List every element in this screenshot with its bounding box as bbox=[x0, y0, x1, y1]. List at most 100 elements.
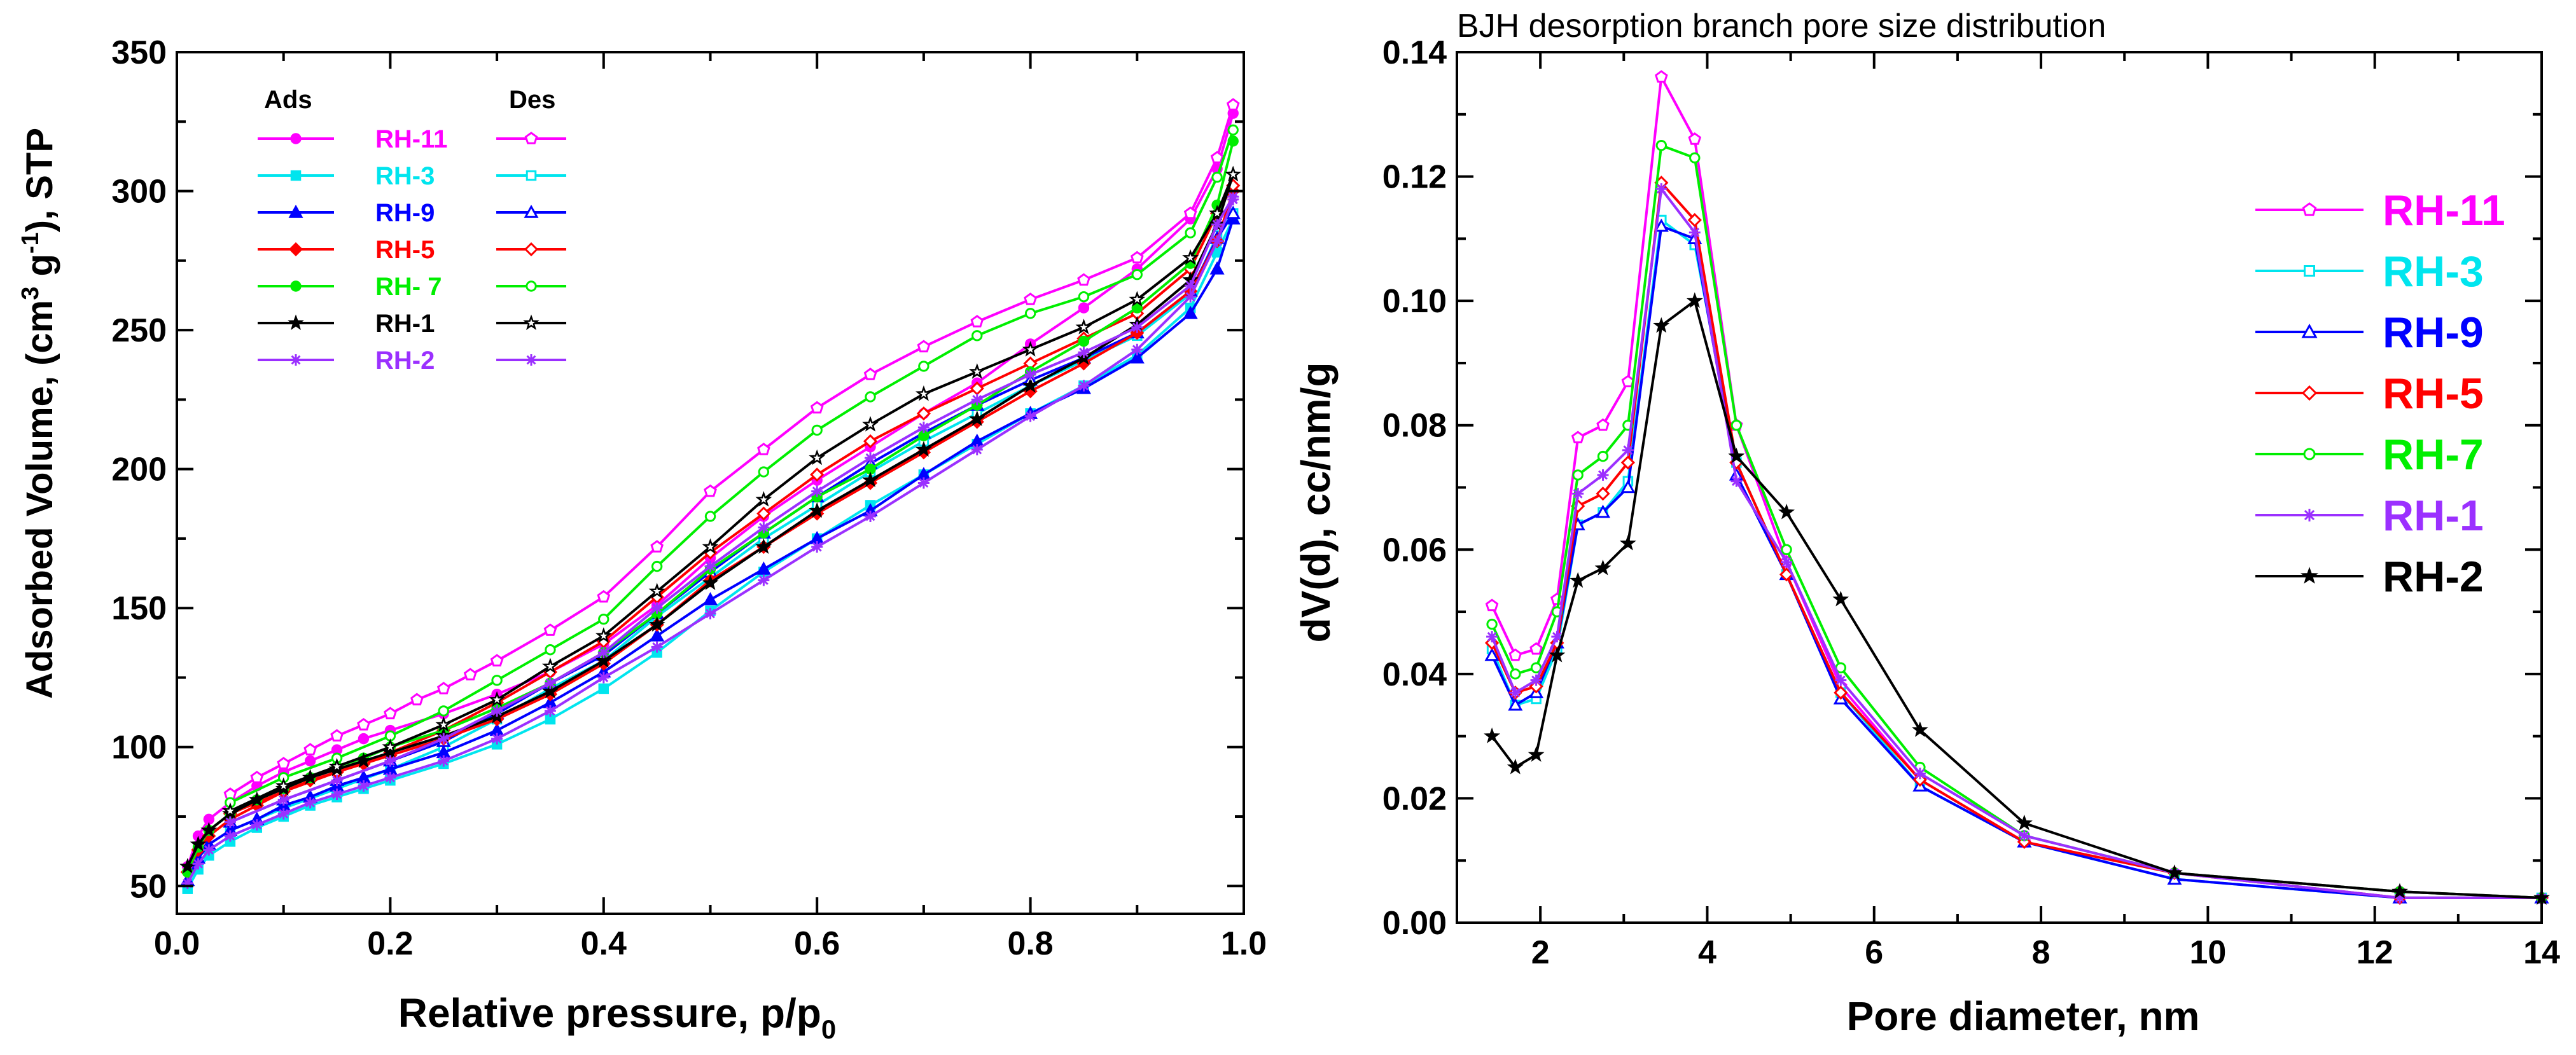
desorption-point bbox=[755, 491, 772, 507]
adsorption-point bbox=[968, 410, 985, 427]
isotherm-legend-item: RH-5 bbox=[258, 236, 566, 264]
adsorption-point bbox=[651, 641, 663, 653]
desorption-point bbox=[1075, 319, 1092, 334]
bjh-point bbox=[1688, 132, 1702, 145]
bjh-legend-item: RH-3 bbox=[2255, 247, 2484, 296]
isotherm-legend-item: RH-1 bbox=[258, 310, 566, 338]
bjh-point bbox=[1778, 503, 1795, 520]
desorption-point bbox=[915, 385, 932, 401]
isotherm-x-tick-label: 0.2 bbox=[367, 925, 413, 962]
desorption-point bbox=[221, 802, 239, 818]
adsorption-point bbox=[304, 755, 316, 767]
legend-des-swatch-marker bbox=[523, 314, 540, 331]
desorption-point bbox=[1209, 204, 1225, 221]
isotherm-legend: Ads Des RH-11 RH-3 RH-9 RH-5 RH- 7 RH-1 RH-2 bbox=[258, 86, 566, 375]
isotherm-y-tick-label: 350 bbox=[111, 34, 167, 71]
bjh-point bbox=[1486, 618, 1498, 630]
desorption-point bbox=[277, 794, 289, 806]
legend-des-swatch-marker bbox=[526, 280, 537, 292]
bjh-point bbox=[1596, 418, 1610, 431]
adsorption-point bbox=[179, 858, 196, 874]
desorption-point bbox=[491, 705, 503, 717]
bjh-y-tick-label: 0.00 bbox=[1382, 905, 1447, 942]
desorption-point bbox=[384, 707, 397, 720]
desorption-point bbox=[1227, 191, 1239, 203]
bjh-legend-item: RH-2 bbox=[2255, 553, 2484, 601]
desorption-point bbox=[916, 406, 931, 421]
desorption-point bbox=[438, 705, 449, 717]
legend-label: RH-11 bbox=[2383, 186, 2505, 235]
desorption-point bbox=[1130, 251, 1144, 264]
adsorption-point bbox=[304, 797, 316, 809]
desorption-point bbox=[436, 682, 450, 694]
bjh-x-tick-label: 12 bbox=[2357, 934, 2393, 971]
desorption-point bbox=[595, 627, 612, 643]
desorption-point bbox=[250, 770, 264, 783]
legend-swatch-marker bbox=[2304, 265, 2315, 277]
bjh-y-tick-label: 0.06 bbox=[1382, 532, 1447, 569]
adsorption-point bbox=[1024, 410, 1036, 422]
desorption-point bbox=[651, 560, 663, 572]
desorption-point bbox=[541, 658, 559, 674]
adsorption-point bbox=[302, 769, 319, 785]
isotherm-chart: 0.0 0.2 0.4 0.6 0.8 1.0 50 100 150 200 250 300 350 A… bbox=[17, 34, 1267, 1044]
adsorption-point bbox=[491, 733, 503, 745]
legend-label: RH-2 bbox=[375, 347, 435, 375]
desorption-point bbox=[810, 401, 824, 414]
adsorption-point bbox=[865, 510, 877, 522]
legend-des-swatch-marker bbox=[524, 242, 539, 257]
desorption-point bbox=[224, 816, 236, 828]
bjh-point bbox=[2392, 883, 2408, 899]
adsorption-point bbox=[650, 628, 665, 642]
isotherm-legend-item: RH-9 bbox=[258, 199, 566, 227]
desorption-point bbox=[650, 540, 664, 553]
legend-ads-swatch-marker bbox=[290, 280, 302, 292]
desorption-point bbox=[1024, 308, 1036, 319]
adsorption-point bbox=[1183, 305, 1198, 319]
desorption-point bbox=[1211, 219, 1223, 230]
bjh-point bbox=[1571, 431, 1585, 444]
legend-ads-swatch-marker bbox=[290, 170, 302, 181]
adsorption-point bbox=[971, 444, 983, 456]
bjh-series-RH-1 bbox=[1486, 183, 2547, 904]
isotherm-x-tick-label: 1.0 bbox=[1221, 925, 1267, 962]
desorption-point bbox=[1078, 291, 1090, 303]
bjh-point bbox=[1654, 218, 1669, 232]
desorption-point bbox=[704, 511, 716, 522]
adsorption-point bbox=[648, 616, 665, 632]
desorption-point bbox=[1225, 165, 1242, 182]
desorption-point bbox=[1077, 273, 1090, 286]
desorption-point bbox=[1185, 227, 1196, 238]
desorption-point bbox=[704, 560, 716, 572]
adsorption-point bbox=[358, 733, 370, 745]
bjh-point bbox=[1619, 534, 1636, 551]
bjh-point bbox=[1620, 479, 1636, 493]
desorption-point bbox=[1078, 347, 1090, 359]
bjh-y-tick-label: 0.12 bbox=[1382, 159, 1447, 196]
desorption-point bbox=[277, 757, 291, 769]
desorption-point bbox=[598, 613, 609, 625]
bjh-point bbox=[1570, 572, 1587, 588]
isotherm-legend-item: RH-11 bbox=[258, 125, 566, 153]
desorption-point bbox=[328, 757, 345, 774]
bjh-x-tick-label: 6 bbox=[1865, 934, 1883, 971]
adsorption-point bbox=[1078, 302, 1090, 314]
adsorption-point bbox=[597, 672, 609, 684]
desorption-point bbox=[491, 675, 503, 686]
bjh-point bbox=[1688, 226, 1701, 238]
desorption-point bbox=[438, 733, 450, 745]
legend-label: RH-5 bbox=[2383, 369, 2484, 418]
bjh-point bbox=[1730, 475, 1743, 487]
bjh-x-tick-label: 10 bbox=[2189, 934, 2226, 971]
desorption-point bbox=[863, 434, 878, 449]
isotherm-x-tick-label: 0.4 bbox=[581, 925, 627, 962]
adsorption-point bbox=[758, 574, 770, 586]
legend-label: RH-3 bbox=[2383, 247, 2484, 296]
bjh-point bbox=[2016, 814, 2033, 831]
adsorption-point bbox=[598, 683, 609, 694]
legend-label: RH-7 bbox=[2383, 431, 2484, 479]
isotherm-y-tick-label: 200 bbox=[111, 452, 167, 488]
isotherm-y-tick-label: 250 bbox=[111, 312, 167, 349]
desorption-point bbox=[1182, 249, 1199, 265]
bjh-x-tick-label: 8 bbox=[2032, 934, 2050, 971]
